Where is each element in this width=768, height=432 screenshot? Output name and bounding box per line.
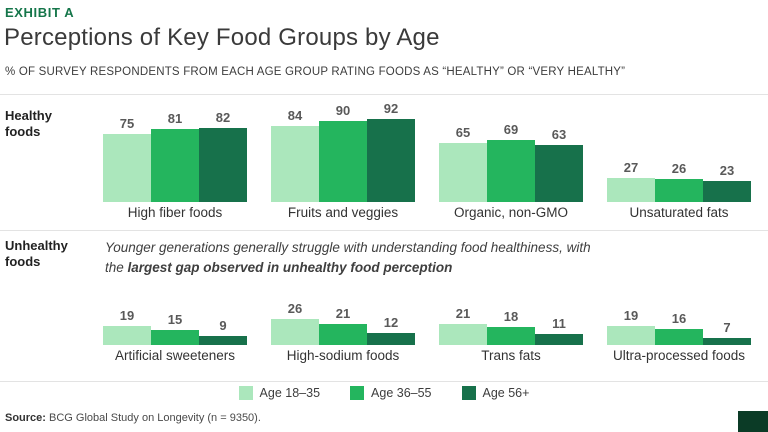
bar [103,134,151,202]
category-label: Artificial sweeteners [114,348,236,363]
bar-value-label: 90 [335,103,351,118]
bar [607,326,655,345]
bar-value-label: 11 [552,316,566,331]
bar [607,178,655,202]
category-label: Unsaturated fats [629,205,729,220]
category-label: Organic, non-GMO [453,205,569,220]
bar-value-label: 75 [119,116,135,131]
bar-value-label: 81 [167,111,183,126]
bar [439,143,487,202]
annotation-bold: largest gap observed in unhealthy food p… [127,260,453,276]
bar [703,338,751,345]
annotation-regular: Younger generations generally struggle w… [105,240,591,276]
divider-bottom [0,381,768,382]
bar [271,126,319,202]
bar [703,181,751,202]
legend-swatch-icon [461,386,476,400]
bar [199,128,247,202]
legend-label: Age 18–35 [259,386,321,400]
bar-value-label: 92 [383,101,399,116]
source-label: Source: [5,412,46,424]
bar-value-label: 27 [623,160,639,175]
bar [367,119,415,202]
bar-value-label: 18 [503,309,519,324]
category-label: High fiber foods [127,205,223,220]
page-subtitle: % OF SURVEY RESPONDENTS FROM EACH AGE GR… [5,66,626,78]
bar-value-label: 15 [167,312,183,327]
bar-value-label: 63 [551,127,567,142]
source-text: BCG Global Study on Longevity (n = 9350)… [45,412,261,424]
legend-swatch-icon [350,386,365,400]
row-label-unhealthy-foods: Unhealthy foods [5,238,68,270]
legend-item: Age 56+ [461,386,530,400]
bar [535,334,583,345]
bar-value-label: 65 [455,125,471,140]
exhibit-label: EXHIBIT A [5,5,75,20]
bar-value-label: 26 [287,301,303,316]
bar [199,336,247,345]
bar [271,319,319,345]
divider-middle [0,230,768,231]
bcg-logo-square [738,411,768,432]
bar-value-label: 19 [623,308,639,323]
bar-value-label: 21 [335,306,351,321]
legend-label: Age 36–55 [371,386,432,400]
bar [487,327,535,345]
bar-value-label: 21 [455,306,471,321]
bar-value-label: 9 [219,318,227,333]
category-label: Ultra-processed foods [612,348,746,363]
bar [151,330,199,345]
legend-swatch-icon [238,386,253,400]
bar [487,140,535,202]
row-label-healthy-foods: Healthy foods [5,108,52,140]
chart-legend: Age 18–35 Age 36–55 Age 56+ [0,386,768,400]
bar-value-label: 7 [723,320,731,335]
bar-value-label: 16 [671,311,687,326]
bar [655,329,703,345]
bar-value-label: 12 [383,315,399,330]
bar [367,333,415,345]
bar-value-label: 84 [287,108,303,123]
source-line: Source: BCG Global Study on Longevity (n… [5,412,261,424]
bar [439,324,487,345]
legend-label: Age 56+ [482,386,530,400]
bar [535,145,583,202]
bar-value-label: 69 [503,122,519,137]
annotation-note: Younger generations generally struggle w… [105,238,613,279]
bar [103,326,151,345]
bar [319,324,367,345]
bar-value-label: 19 [119,308,135,323]
bar [655,179,703,202]
bar [319,121,367,202]
legend-item: Age 18–35 [238,386,321,400]
bar-value-label: 26 [671,161,687,176]
bar [151,129,199,202]
legend-item: Age 36–55 [350,386,432,400]
bar-value-label: 82 [215,110,231,125]
category-label: Fruits and veggies [287,205,399,220]
category-label: High-sodium foods [286,348,400,363]
category-label: Trans fats [481,348,541,363]
page-title: Perceptions of Key Food Groups by Age [4,24,440,51]
divider-top [0,94,768,95]
bar-value-label: 23 [719,163,735,178]
